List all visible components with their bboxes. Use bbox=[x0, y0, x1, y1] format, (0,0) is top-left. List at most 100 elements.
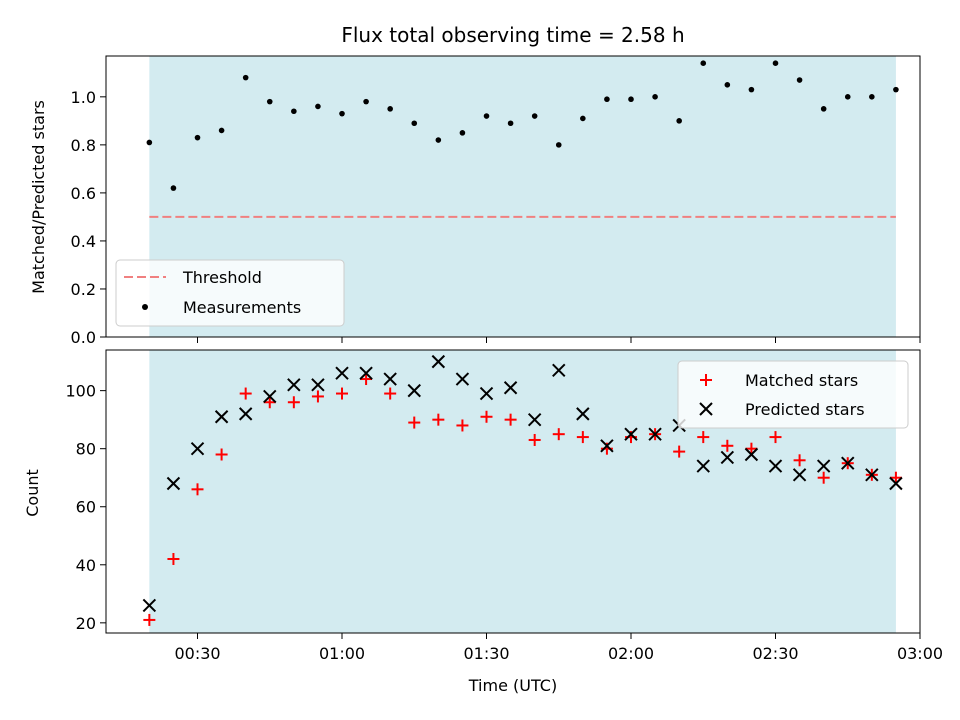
measurement-point bbox=[869, 94, 875, 100]
measurement-point bbox=[363, 98, 369, 105]
predicted-star-point bbox=[768, 459, 783, 473]
matched-star-point bbox=[697, 431, 710, 444]
predicted-star-point bbox=[263, 389, 277, 404]
bottom-panel: 20 40 60 80 100 00:30 01:00 01:30 02:00 02:30 03:… bbox=[23, 349, 943, 695]
matched-star-point bbox=[408, 416, 421, 429]
predicted-star-point bbox=[527, 412, 542, 427]
predicted-star-point bbox=[600, 439, 614, 453]
legend-matched-label: Matched stars bbox=[745, 371, 858, 390]
predicted-star-point bbox=[503, 381, 518, 395]
top-y-ticks: 0.0 0.2 0.4 0.6 0.8 1.0 bbox=[71, 88, 106, 347]
x-tick-label: 01:30 bbox=[463, 644, 509, 663]
matched-star-point bbox=[504, 413, 517, 426]
matched-star-point bbox=[287, 396, 300, 409]
predicted-star-point bbox=[576, 407, 590, 421]
legend-matched-swatch bbox=[700, 374, 712, 386]
measurement-point bbox=[676, 118, 682, 124]
top-y-axis-label: Matched/Predicted stars bbox=[29, 100, 48, 294]
predicted-star-point bbox=[214, 410, 229, 424]
top-legend: Threshold Measurements bbox=[115, 259, 345, 327]
x-tick-label: 03:00 bbox=[897, 644, 943, 663]
y-tick-label: 0.4 bbox=[71, 232, 96, 251]
predicted-star-point bbox=[335, 366, 349, 380]
measurement-point bbox=[796, 77, 803, 83]
x-tick-label: 02:00 bbox=[608, 644, 654, 663]
bottom-legend-box bbox=[677, 360, 909, 429]
x-tick-label: 00:30 bbox=[174, 644, 220, 663]
measurement-point bbox=[724, 82, 731, 88]
measurement-point bbox=[435, 137, 442, 143]
matched-star-point bbox=[191, 483, 204, 496]
y-tick-label: 1.0 bbox=[71, 88, 96, 107]
matched-star-point bbox=[817, 471, 830, 484]
measurement-point bbox=[194, 134, 201, 141]
chart-title: Flux total observing time = 2.58 h bbox=[341, 23, 684, 47]
x-tick-label: 01:00 bbox=[319, 644, 365, 663]
top-panel-frame bbox=[105, 55, 921, 338]
measurement-point bbox=[652, 94, 658, 100]
predicted-star-point bbox=[696, 459, 710, 473]
measurement-point bbox=[628, 96, 634, 103]
matched-star-point bbox=[143, 613, 156, 626]
measurement-point bbox=[266, 98, 273, 105]
measurement-point bbox=[507, 120, 514, 127]
measurement-point bbox=[893, 86, 899, 93]
measurement-point bbox=[748, 86, 755, 93]
legend-measurements-swatch bbox=[142, 304, 148, 310]
matched-star-point bbox=[360, 373, 373, 386]
bottom-y-axis-label: Count bbox=[23, 469, 42, 517]
y-tick-label: 0.8 bbox=[71, 136, 96, 155]
matched-star-point bbox=[528, 433, 541, 446]
matched-star-point bbox=[384, 387, 397, 400]
y-tick-label: 40 bbox=[76, 556, 96, 575]
y-tick-label: 60 bbox=[76, 498, 96, 517]
measurement-point bbox=[411, 120, 418, 127]
y-tick-label: 20 bbox=[76, 614, 96, 633]
bottom-legend: Matched stars Predicted stars bbox=[677, 360, 909, 429]
matched-star-point bbox=[263, 396, 276, 409]
measurement-points bbox=[146, 60, 899, 191]
y-tick-label: 0.6 bbox=[71, 184, 96, 203]
predicted-star-point bbox=[383, 372, 397, 386]
predicted-star-point bbox=[287, 378, 301, 392]
matched-star-point bbox=[456, 419, 469, 432]
matched-star-point bbox=[432, 413, 445, 426]
predicted-star-point bbox=[552, 363, 566, 378]
matched-star-point bbox=[576, 431, 589, 444]
top-panel: 0.0 0.2 0.4 0.6 0.8 1.0 Flux total observing … bbox=[29, 23, 921, 347]
matched-star-point bbox=[167, 552, 180, 565]
matched-star-point bbox=[745, 442, 758, 455]
y-tick-label: 0.2 bbox=[71, 280, 96, 299]
predicted-star-point bbox=[865, 468, 879, 482]
predicted-star-point bbox=[190, 441, 205, 456]
x-tick-label: 02:30 bbox=[752, 644, 798, 663]
measurement-point bbox=[218, 127, 225, 134]
measurement-point bbox=[580, 115, 586, 122]
bottom-panel-frame bbox=[105, 349, 921, 634]
measurement-point bbox=[459, 130, 466, 136]
measurement-point bbox=[291, 108, 297, 115]
predicted-star-point bbox=[720, 450, 735, 465]
x-axis-label: Time (UTC) bbox=[468, 676, 557, 695]
predicted-star-point bbox=[166, 476, 181, 491]
matched-star-point bbox=[311, 390, 324, 403]
predicted-star-point bbox=[238, 407, 253, 421]
predicted-star-point bbox=[142, 598, 157, 613]
predicted-star-point bbox=[648, 427, 662, 441]
matched-star-point bbox=[721, 439, 734, 452]
measurement-point bbox=[820, 106, 827, 112]
matched-star-point bbox=[552, 428, 565, 441]
matched-star-point bbox=[336, 387, 349, 400]
predicted-star-point bbox=[455, 372, 470, 386]
legend-predicted-label: Predicted stars bbox=[745, 400, 865, 419]
matched-star-point bbox=[673, 445, 686, 458]
matched-star-point bbox=[769, 431, 782, 444]
y-tick-label: 0.0 bbox=[71, 328, 96, 347]
y-tick-label: 80 bbox=[76, 440, 96, 459]
measurement-point bbox=[483, 113, 490, 119]
predicted-star-point bbox=[359, 366, 373, 380]
measurement-point bbox=[844, 94, 851, 100]
matched-star-point bbox=[215, 448, 228, 461]
matched-star-point bbox=[480, 410, 493, 423]
